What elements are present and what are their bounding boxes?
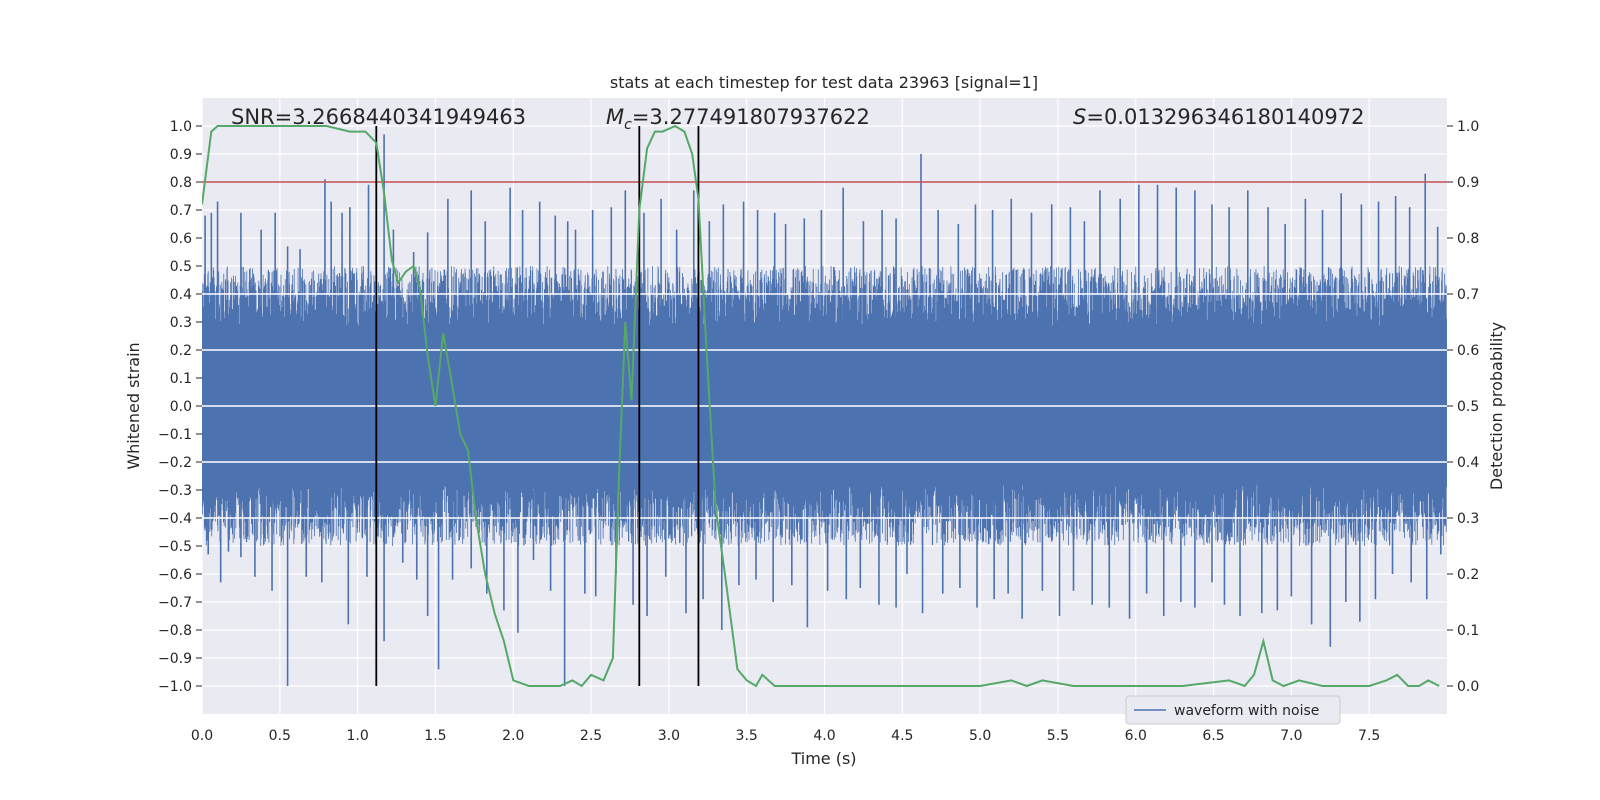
y-axis-label: Whitened strain	[124, 342, 143, 469]
chirp-mass-subscript: c	[624, 117, 632, 133]
x-tick-label-0: 0.0	[191, 728, 213, 744]
y2-tick-label-2: 0.2	[1457, 567, 1479, 583]
y-tick-label-0: −1.0	[158, 679, 192, 695]
y2-tick-label-9: 0.9	[1457, 175, 1479, 191]
y-tick-label-8: −0.2	[158, 455, 192, 471]
x-tick-label-3: 1.5	[424, 728, 446, 744]
y-tick-label-12: 0.2	[170, 343, 192, 359]
x-tick-label-11: 5.5	[1047, 728, 1069, 744]
x-tick-label-13: 6.5	[1202, 728, 1224, 744]
y-tick-label-1: −0.9	[158, 651, 192, 667]
y-tick-label-2: −0.8	[158, 623, 192, 639]
y-tick-label-7: −0.3	[158, 483, 192, 499]
legend-box	[1125, 695, 1341, 725]
y-tick-label-14: 0.4	[170, 287, 192, 303]
y-tick-label-10: 0.0	[170, 399, 192, 415]
x-tick-label-14: 7.0	[1280, 728, 1302, 744]
snr-annotation: SNR=3.2668440341949463	[231, 105, 526, 129]
legend-entry-waveform: waveform with noise	[1174, 703, 1319, 719]
x-tick-label-6: 3.0	[658, 728, 680, 744]
y2-tick-label-0: 0.0	[1457, 679, 1479, 695]
probability-line	[202, 124, 1440, 688]
y2-axis-label: Detection probability	[1487, 322, 1506, 490]
legend: waveform with noise	[1125, 695, 1341, 725]
x-tick-label-8: 4.0	[813, 728, 835, 744]
y-tick-label-13: 0.3	[170, 315, 192, 331]
y2-tick-label-7: 0.7	[1457, 287, 1479, 303]
y-axis-ticks: −1.0 −0.9 −0.8 −0.7 −0.6 −0.5 −0.4 −0.3 −0.2 −0.1…	[158, 119, 202, 695]
x-tick-label-15: 7.5	[1358, 728, 1380, 744]
s-annotation: S=0.013296346180140972	[1073, 105, 1364, 129]
y-tick-label-5: −0.5	[158, 539, 192, 555]
chart-title: stats at each timestep for test data 239…	[610, 73, 1038, 92]
x-tick-label-9: 4.5	[891, 728, 913, 744]
x-axis-label: Time (s)	[790, 749, 856, 768]
y-tick-label-9: −0.1	[158, 427, 192, 443]
y2-tick-label-5: 0.5	[1457, 399, 1479, 415]
x-tick-label-1: 0.5	[269, 728, 291, 744]
x-tick-label-4: 2.0	[502, 728, 524, 744]
waveform-series	[202, 134, 1447, 686]
y2-tick-label-4: 0.4	[1457, 455, 1479, 471]
y-tick-label-17: 0.7	[170, 203, 192, 219]
x-tick-label-2: 1.0	[346, 728, 368, 744]
y-tick-label-16: 0.6	[170, 231, 192, 247]
y2-tick-label-8: 0.8	[1457, 231, 1479, 247]
x-tick-label-12: 6.0	[1125, 728, 1147, 744]
x-axis-ticks: 0.0 0.5 1.0 1.5 2.0 2.5 3.0 3.5 4.0 4.5 5.0 5.5 6.0 6…	[191, 728, 1380, 744]
y-tick-label-19: 0.9	[170, 147, 192, 163]
x-tick-label-5: 2.5	[580, 728, 602, 744]
x-tick-label-7: 3.5	[736, 728, 758, 744]
chirp-mass-value: =3.277491807937622	[632, 105, 870, 129]
probability-series	[202, 124, 1440, 688]
chirp-mass-annotation: Mc=3.277491807937622	[606, 105, 870, 133]
y2-tick-label-6: 0.6	[1457, 343, 1479, 359]
y-tick-label-4: −0.6	[158, 567, 192, 583]
y-tick-label-6: −0.4	[158, 511, 192, 527]
s-symbol: S	[1073, 105, 1086, 129]
y2-axis-ticks: 0.0 0.1 0.2 0.3 0.4 0.5 0.6 0.7 0.8 0.9 1.0	[1447, 119, 1479, 695]
y-tick-label-15: 0.5	[170, 259, 192, 275]
y-tick-label-18: 0.8	[170, 175, 192, 191]
y2-tick-label-1: 0.1	[1457, 623, 1479, 639]
y2-tick-label-10: 1.0	[1457, 119, 1479, 135]
y-tick-label-11: 0.1	[170, 371, 192, 387]
y2-tick-label-3: 0.3	[1457, 511, 1479, 527]
y-tick-label-3: −0.7	[158, 595, 192, 611]
s-value: =0.013296346180140972	[1086, 105, 1364, 129]
y-tick-label-20: 1.0	[170, 119, 192, 135]
x-tick-label-10: 5.0	[969, 728, 991, 744]
chirp-mass-symbol: M	[606, 105, 624, 129]
